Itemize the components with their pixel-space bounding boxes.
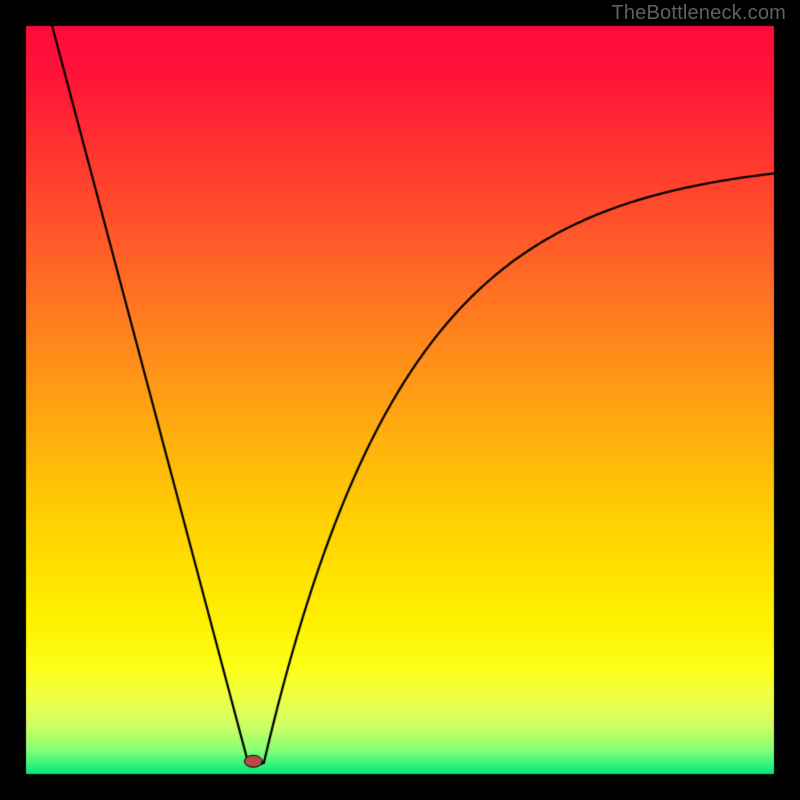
attribution-label: TheBottleneck.com xyxy=(611,2,786,25)
bottleneck-chart-canvas xyxy=(0,0,800,800)
chart-container: TheBottleneck.com xyxy=(0,0,800,800)
